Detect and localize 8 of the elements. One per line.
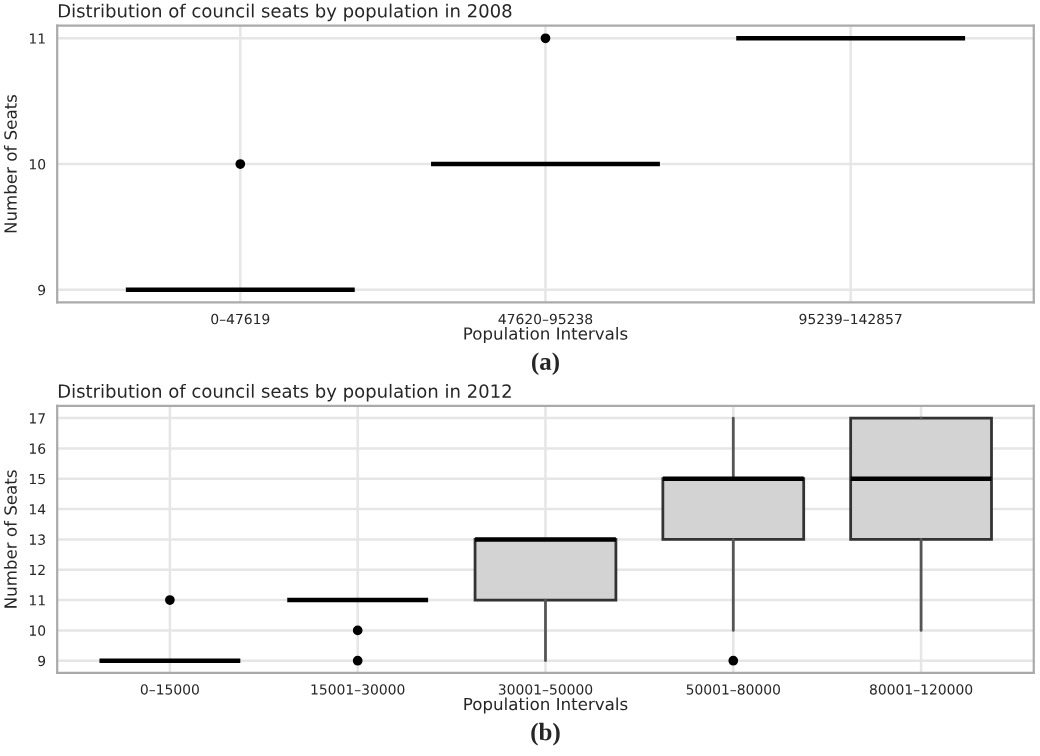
text: (b) bbox=[531, 722, 560, 746]
chart-title: Distribution of council seats by population in 2012 bbox=[58, 383, 511, 402]
text: (a) bbox=[532, 352, 559, 376]
y-axis-title: Number of Seats bbox=[3, 94, 17, 233]
y-axis-title: Number of Seats bbox=[3, 470, 17, 608]
chart-title: Distribution of council seats by population in 2008 bbox=[58, 3, 512, 22]
x-axis-title: Population Intervals bbox=[464, 697, 628, 714]
x-axis-title: Population Intervals bbox=[464, 326, 628, 344]
